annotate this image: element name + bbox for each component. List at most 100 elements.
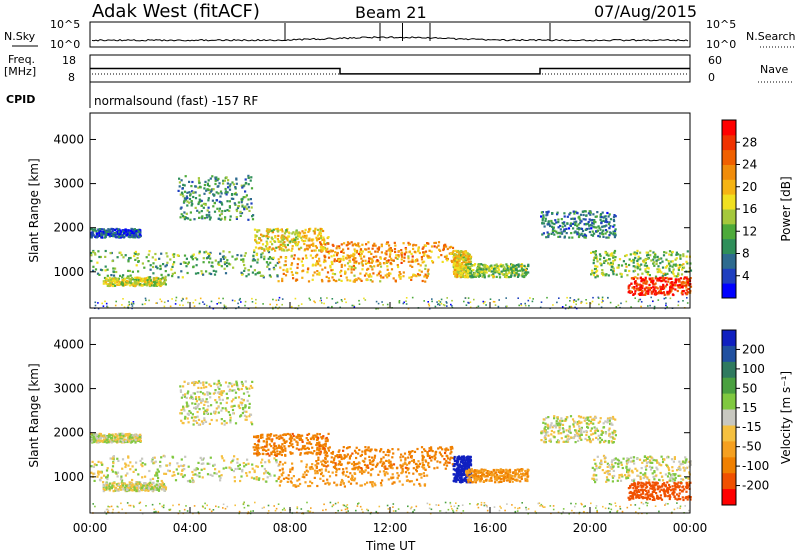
power-echo-cell [386,260,389,263]
velocity-echo-cell [156,468,159,471]
power-echo-cell [161,282,164,285]
velocity-echo-cell [134,487,137,490]
velocity-echo-cell [300,460,303,463]
velocity-echo-cell [209,396,212,399]
power-echo-cell [426,242,429,245]
power-echo-cell [196,209,199,212]
velocity-echo-cell [379,481,383,485]
power-echo-cell [547,232,550,236]
power-echo-cell [520,263,523,266]
power-echo-cell [590,273,593,276]
power-echo-cell [562,222,565,225]
velocity-echo-cell [139,459,142,462]
velocity-echo-cell [273,434,276,437]
velocity-echo-cell [289,434,292,438]
power-echo-cell [684,281,687,284]
power-echo-cell [469,265,472,269]
velocity-echo-cell [135,461,138,464]
velocity-echo-cell [208,462,211,465]
power-echo-cell [333,254,336,257]
velocity-echo-cell [334,466,337,469]
velocity-echo-cell [172,471,175,474]
power-echo-cell [639,286,642,289]
velocity-echo-cell [418,473,421,476]
power-echo-cell [667,278,670,281]
velocity-echo-cell [127,455,130,458]
power-echo-cell [122,274,125,277]
velocity-echo-cell [108,489,111,492]
power-noise-cell [364,299,367,301]
power-echo-cell [609,218,613,221]
power-echo-cell [367,247,370,250]
power-echo-cell [445,254,448,257]
velocity-echo-cell [225,401,228,404]
velocity-echo-cell [316,438,319,441]
power-echo-cell [247,174,250,177]
power-echo-cell [292,277,295,280]
power-echo-cell [613,233,616,236]
power-echo-cell [633,287,636,290]
power-echo-cell [604,220,607,223]
power-echo-cell [220,192,223,195]
velocity-echo-cell [173,474,176,477]
power-echo-cell [234,186,237,189]
power-echo-cell [114,284,117,287]
velocity-echo-cell [204,409,207,412]
power-echo-cell [128,257,131,260]
velocity-echo-cell [233,404,236,407]
power-echo-cell [200,216,203,219]
velocity-echo-cell [128,489,131,492]
power-echo-cell [445,256,448,259]
power-echo-cell [276,227,279,230]
power-echo-cell [245,275,248,278]
velocity-echo-cell [93,440,96,444]
power-echo-cell [247,176,250,179]
power-noise-cell [575,300,577,302]
power-echo-cell [385,250,388,253]
power-echo-cell [265,248,269,251]
power-echo-cell [576,233,579,236]
power-echo-cell [130,233,133,237]
velocity-echo-cell [203,417,206,420]
velocity-echo-cell [204,420,208,423]
velocity-echo-cell [220,390,223,393]
power-echo-cell [501,272,504,275]
velocity-echo-cell [233,476,236,479]
velocity-echo-cell [273,443,276,446]
power-echo-cell [314,227,317,230]
power-echo-cell [659,287,662,291]
power-noise-cell [607,296,609,299]
power-echo-cell [379,274,382,277]
power-echo-cell [291,245,294,248]
power-echo-cell [628,263,631,267]
power-echo-cell [581,229,585,233]
velocity-echo-cell [112,485,115,488]
power-noise-cell [203,303,206,305]
velocity-echo-cell [266,471,270,474]
velocity-echo-cell [335,471,338,474]
power-echo-cell [462,253,465,256]
power-echo-cell [454,274,457,277]
power-echo-cell [207,199,210,202]
velocity-echo-cell [141,462,144,465]
power-echo-cell [291,247,294,250]
velocity-echo-cell [272,450,276,453]
power-echo-cell [569,222,572,225]
power-echo-cell [397,254,400,257]
power-echo-cell [310,249,313,252]
power-echo-cell [650,292,653,295]
power-echo-cell [271,243,274,246]
power-echo-cell [147,260,150,263]
velocity-echo-cell [252,446,255,449]
velocity-echo-cell [293,438,296,441]
power-echo-cell [680,292,683,295]
power-echo-cell [515,271,518,275]
power-noise-cell [128,301,130,303]
power-echo-cell [197,272,200,275]
power-echo-cell [482,264,485,267]
power-echo-cell [265,240,268,243]
power-echo-cell [663,293,666,296]
power-echo-cell [673,275,676,278]
power-echo-cell [283,237,286,241]
velocity-echo-cell [96,475,99,478]
